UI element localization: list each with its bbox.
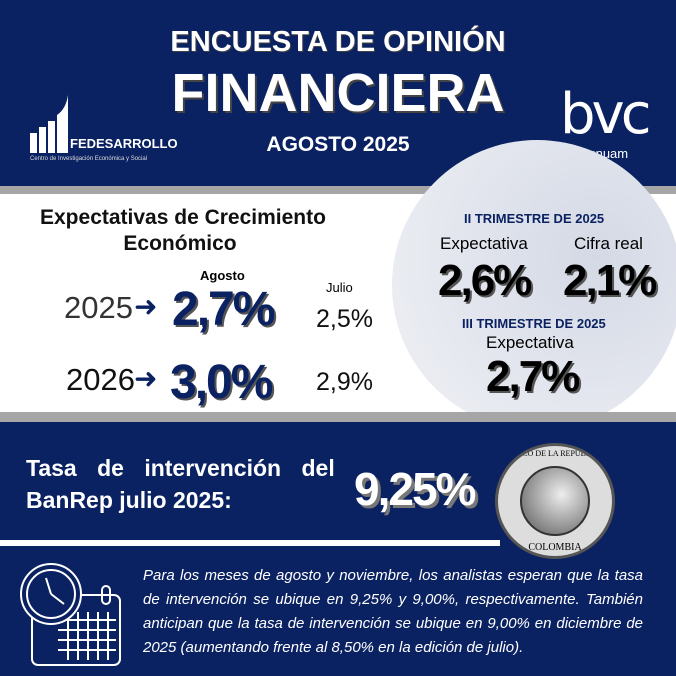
seal-bottom-text: COLOMBIA: [528, 542, 582, 553]
banrep-seal: BANCO DE LA REPÚBLICA COLOMBIA: [495, 443, 615, 559]
bvc-logo: bvc ×nuam: [560, 82, 660, 168]
rate-label-line2: BanRep julio 2025:: [26, 487, 232, 513]
growth-title-line1: Expectativas de Crecimiento: [40, 206, 326, 229]
bvc-name: bvc: [560, 82, 652, 147]
year-2025: 2025: [64, 290, 133, 325]
growth-2025-agosto: 2,7%: [172, 283, 275, 336]
growth-title: Expectativas de Crecimiento Económico: [40, 205, 326, 257]
col-agosto: Agosto: [200, 268, 245, 283]
q3-title: III TRIMESTRE DE 2025: [462, 316, 606, 331]
rate-value: 9,25%: [354, 463, 476, 515]
year-2026: 2026: [66, 362, 135, 397]
q3-exp-label: Expectativa: [486, 333, 574, 352]
growth-2025-julio: 2,5%: [316, 305, 373, 333]
q2-real-label: Cifra real: [574, 234, 643, 253]
q3-expectation: 2,7%: [486, 352, 580, 401]
divider: [0, 540, 500, 546]
arrow-icon: ➜: [134, 291, 158, 322]
col-julio: Julio: [326, 280, 353, 295]
rate-label: Tasa de intervención del BanRep julio 20…: [26, 452, 335, 516]
divider: [0, 186, 676, 194]
fedesarrollo-name: FEDESARROLLO: [70, 136, 178, 151]
date: AGOSTO 2025: [266, 133, 410, 156]
arrow-icon: ➜: [134, 363, 158, 394]
fedesarrollo-icon: [30, 95, 68, 153]
q2-real: 2,1%: [563, 256, 657, 305]
q2-expectation: 2,6%: [438, 256, 532, 305]
divider: [0, 412, 676, 422]
q2-exp-label: Expectativa: [440, 234, 528, 253]
growth-title-line2: Económico: [123, 232, 237, 255]
growth-2026-julio: 2,9%: [316, 368, 373, 396]
title-line1: ENCUESTA DE OPINIÓN: [170, 26, 506, 58]
seal-top-text: BANCO DE LA REPÚBLICA: [505, 449, 605, 458]
growth-2026-agosto: 3,0%: [170, 356, 273, 409]
seal-portrait-icon: [520, 466, 590, 536]
q2-title: II TRIMESTRE DE 2025: [464, 211, 605, 226]
quarter-circle: [392, 140, 676, 430]
title-line2: FINANCIERA: [171, 63, 505, 123]
rate-label-line1: Tasa de intervención del: [26, 455, 335, 481]
clock-calendar-icon: [18, 560, 126, 670]
fedesarrollo-logo: FEDESARROLLO Centro de Investigación Eco…: [28, 95, 188, 165]
fedesarrollo-subtitle: Centro de Investigación Económica y Soci…: [30, 156, 148, 162]
note-text: Para los meses de agosto y noviembre, lo…: [143, 567, 643, 656]
